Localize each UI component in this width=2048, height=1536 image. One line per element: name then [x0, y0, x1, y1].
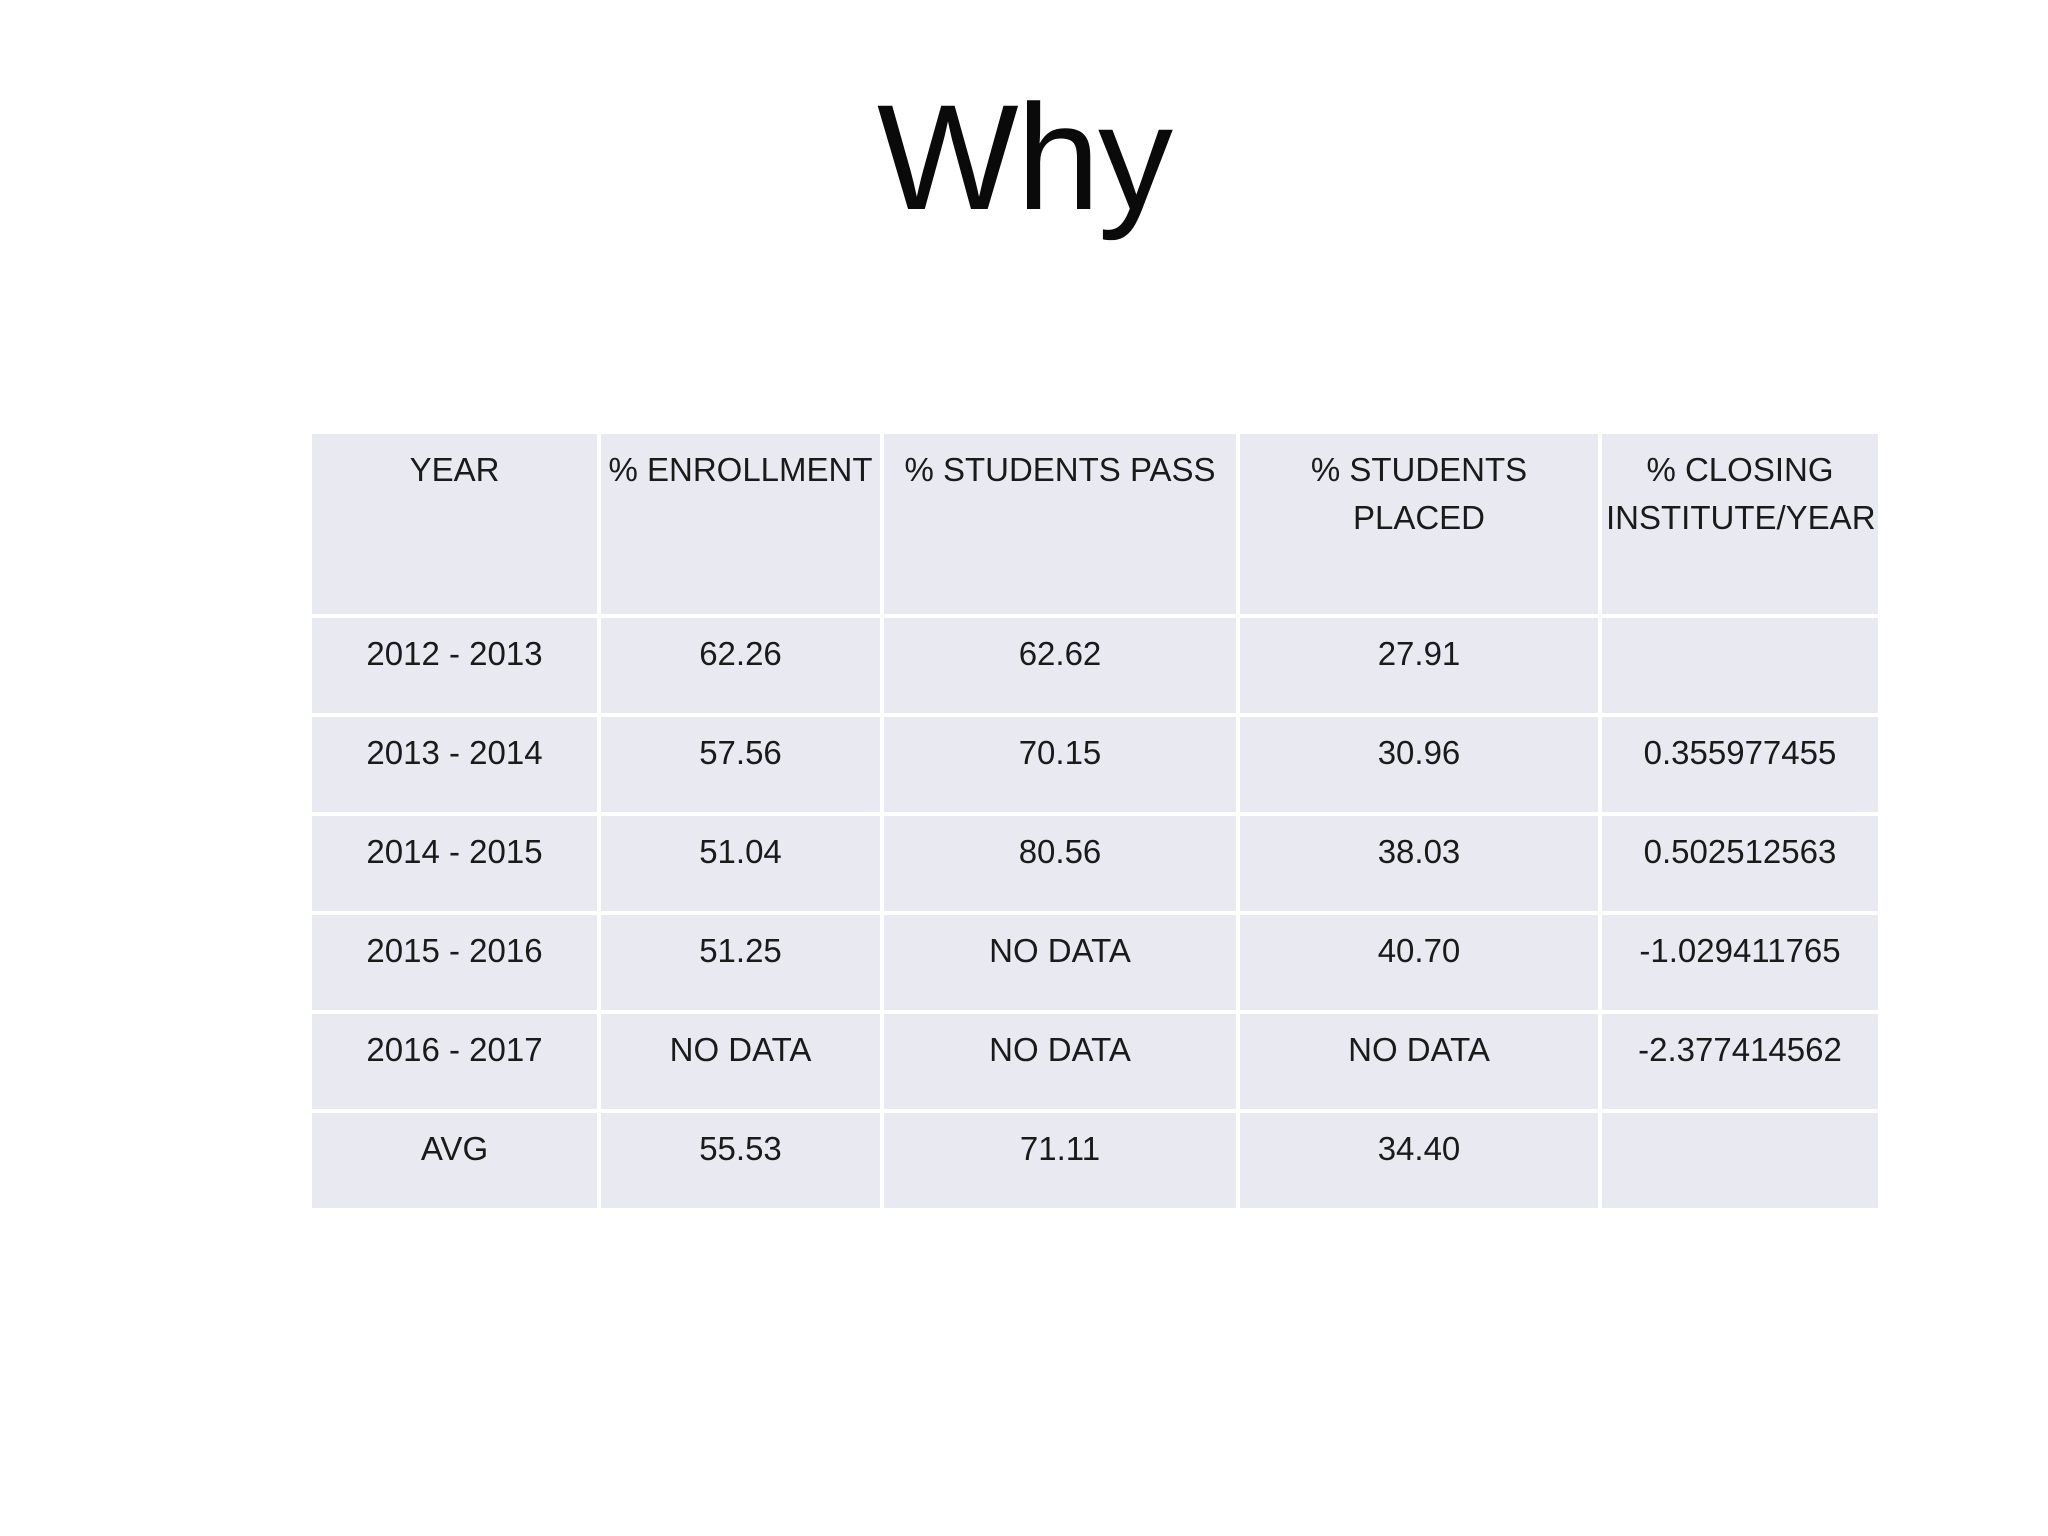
table-cell: NO DATA	[599, 1012, 882, 1111]
table-cell	[1600, 1111, 1880, 1210]
table-cell: 0.355977455	[1600, 715, 1880, 814]
table-cell: 30.96	[1238, 715, 1600, 814]
table-cell: -2.377414562	[1600, 1012, 1880, 1111]
table-row: 2013 - 2014 57.56 70.15 30.96 0.355977455	[310, 715, 1880, 814]
table-cell: 27.91	[1238, 616, 1600, 715]
table-cell: 2015 - 2016	[310, 913, 599, 1012]
table-cell: 62.62	[882, 616, 1238, 715]
column-header: % STUDENTS PLACED	[1238, 432, 1600, 616]
table-row: 2015 - 2016 51.25 NO DATA 40.70 -1.029411765	[310, 913, 1880, 1012]
table-cell: NO DATA	[882, 913, 1238, 1012]
slide-title: Why	[877, 73, 1173, 241]
table-cell: 51.25	[599, 913, 882, 1012]
table-cell: AVG	[310, 1111, 599, 1210]
table-row: 2016 - 2017 NO DATA NO DATA NO DATA -2.37741…	[310, 1012, 1880, 1111]
table-cell: -1.029411765	[1600, 913, 1880, 1012]
table-cell: 70.15	[882, 715, 1238, 814]
table-cell: 2012 - 2013	[310, 616, 599, 715]
table-cell: 51.04	[599, 814, 882, 913]
table-cell: 40.70	[1238, 913, 1600, 1012]
table-cell: 2016 - 2017	[310, 1012, 599, 1111]
table-row: 2012 - 2013 62.26 62.62 27.91	[310, 616, 1880, 715]
enrollment-statistics-table: YEAR% ENROLLMENT% STUDENTS PASS% STUDENT…	[310, 432, 1880, 1210]
table-cell: 38.03	[1238, 814, 1600, 913]
table-cell: 2013 - 2014	[310, 715, 599, 814]
table-header-row: YEAR% ENROLLMENT% STUDENTS PASS% STUDENT…	[310, 432, 1880, 616]
table-row: AVG 55.53 71.11 34.40	[310, 1111, 1880, 1210]
table-cell: NO DATA	[1238, 1012, 1600, 1111]
table-cell: 71.11	[882, 1111, 1238, 1210]
table-cell: 55.53	[599, 1111, 882, 1210]
table-cell: 34.40	[1238, 1111, 1600, 1210]
column-header: % ENROLLMENT	[599, 432, 882, 616]
table-cell: 80.56	[882, 814, 1238, 913]
column-header: YEAR	[310, 432, 599, 616]
table-row: 2014 - 2015 51.04 80.56 38.03 0.502512563	[310, 814, 1880, 913]
table-cell	[1600, 616, 1880, 715]
table-cell: NO DATA	[882, 1012, 1238, 1111]
column-header: % STUDENTS PASS	[882, 432, 1238, 616]
column-header: % CLOSING INSTITUTE/YEAR	[1600, 432, 1880, 616]
table-cell: 2014 - 2015	[310, 814, 599, 913]
table-cell: 0.502512563	[1600, 814, 1880, 913]
table-cell: 62.26	[599, 616, 882, 715]
table-cell: 57.56	[599, 715, 882, 814]
